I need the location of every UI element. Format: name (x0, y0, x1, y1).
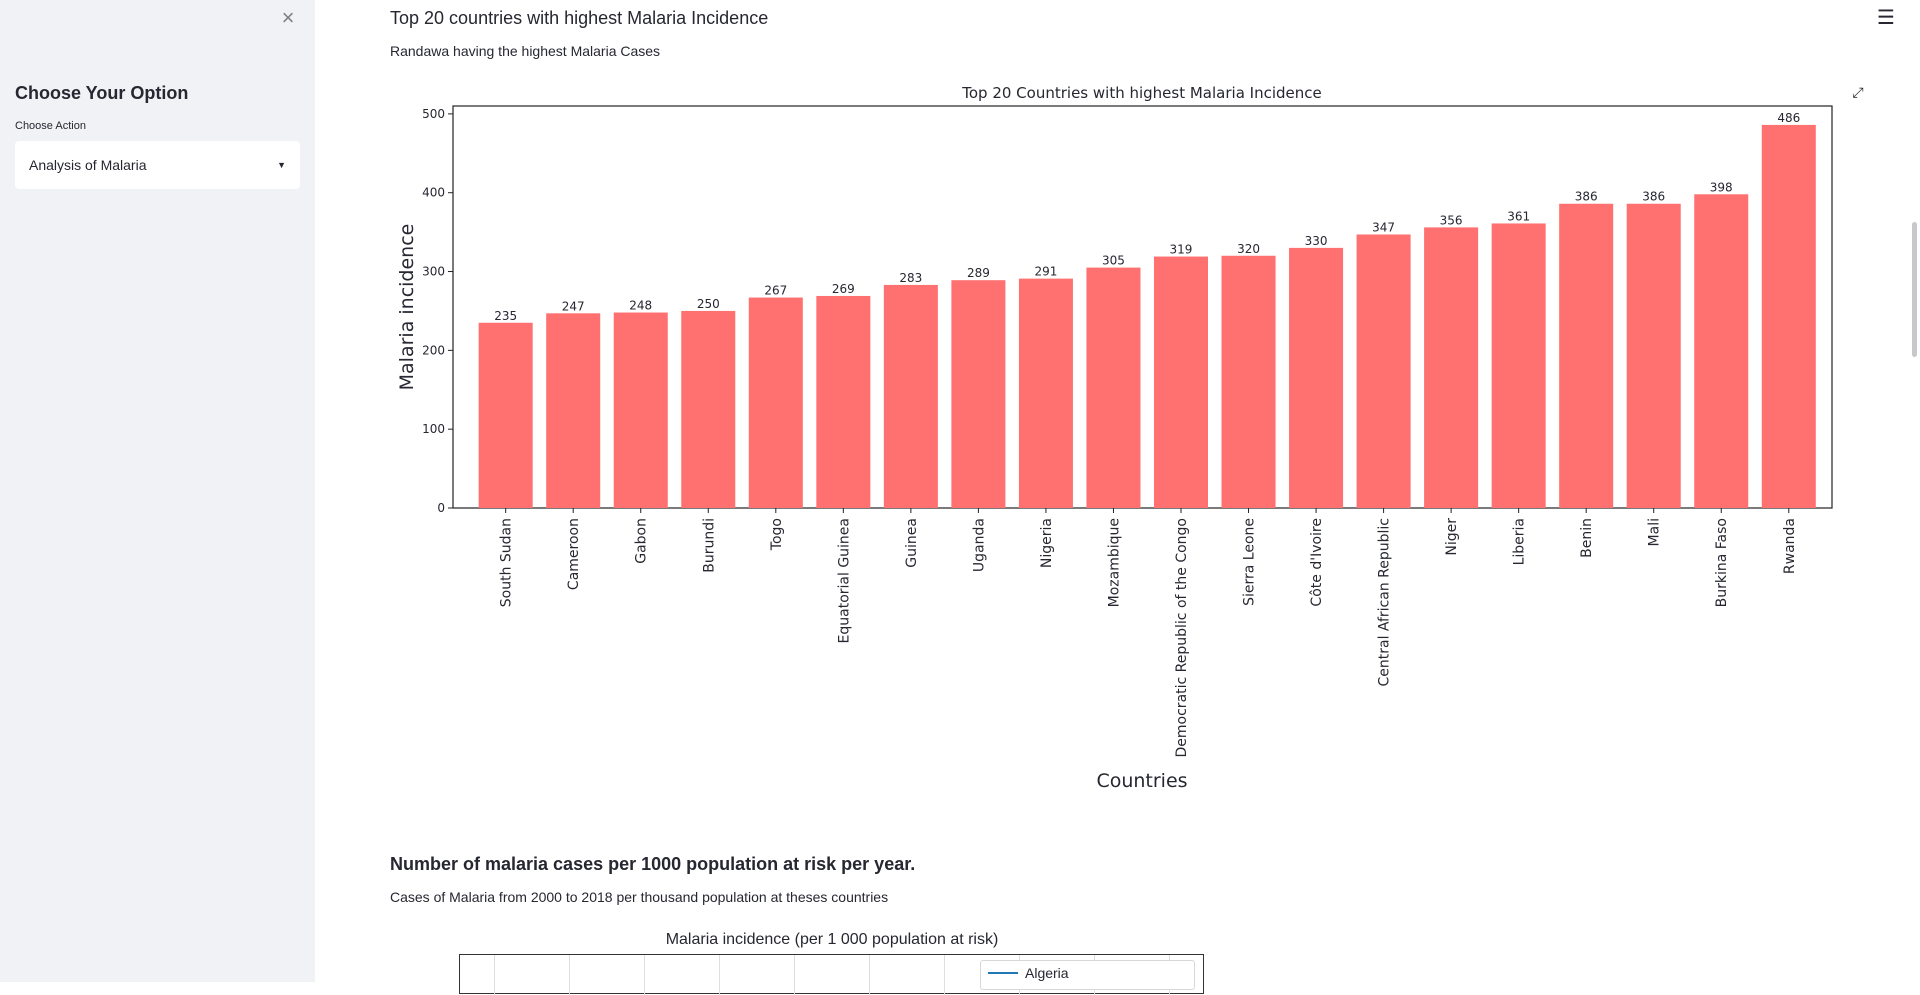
bar-value-label: 267 (764, 284, 787, 298)
sidebar: × Choose Your Option Choose Action Analy… (0, 0, 315, 982)
y-tick-label: 300 (422, 265, 445, 279)
action-select[interactable]: Analysis of Malaria ▼ (15, 141, 300, 189)
x-tick-label: Equatorial Guinea (836, 518, 852, 643)
bar-value-label: 398 (1710, 180, 1733, 194)
bar-value-label: 330 (1305, 234, 1328, 248)
bar-value-label: 289 (967, 266, 990, 280)
line-chart-title: Malaria incidence (per 1 000 population … (665, 931, 999, 948)
malaria-bar-chart: Top 20 Countries with highest Malaria In… (396, 84, 1833, 792)
chart-title: Top 20 Countries with highest Malaria In… (961, 84, 1321, 102)
bar-value-label: 356 (1440, 213, 1463, 227)
legend-label: Algeria (1025, 965, 1069, 981)
sidebar-title: Choose Your Option (15, 83, 189, 103)
x-axis-label: Countries (1096, 770, 1187, 792)
grid-line (869, 955, 870, 995)
bar-value-label: 486 (1777, 111, 1800, 125)
bar (681, 310, 736, 508)
y-axis-label: Malaria incidence (396, 224, 418, 391)
x-tick-label: Central African Republic (1377, 518, 1393, 687)
bar (546, 313, 601, 508)
x-tick-label: Sierra Leone (1242, 518, 1258, 606)
bar-value-label: 305 (1102, 254, 1125, 268)
bar (1356, 234, 1411, 508)
x-tick-label: Burkina Faso (1714, 518, 1730, 607)
bar (816, 295, 871, 508)
y-tick-label: 200 (422, 343, 445, 357)
grid-line (944, 955, 945, 995)
bar-value-label: 247 (562, 299, 585, 313)
section1-title: Top 20 countries with highest Malaria In… (390, 8, 769, 28)
bar-value-label: 291 (1034, 265, 1057, 279)
grid-line (569, 955, 570, 995)
x-tick-label: Gabon (634, 518, 650, 564)
bar (1289, 247, 1344, 508)
section2-title: Number of malaria cases per 1000 populat… (390, 854, 916, 874)
x-tick-label: Nigeria (1039, 518, 1055, 568)
bar (951, 280, 1006, 508)
bar-value-label: 319 (1170, 243, 1193, 257)
line-chart-legend: Algeria (980, 960, 1195, 990)
action-select-value: Analysis of Malaria (29, 157, 147, 173)
y-tick-label: 100 (422, 422, 445, 436)
bar-value-label: 361 (1507, 209, 1530, 223)
bar (1153, 256, 1209, 508)
x-tick-label: Cameroon (566, 518, 582, 590)
x-tick-label: South Sudan (499, 518, 515, 607)
bar-value-label: 320 (1237, 242, 1260, 256)
x-tick-label: Togo (769, 518, 785, 551)
bar (1491, 223, 1546, 508)
bar-value-label: 386 (1575, 190, 1598, 204)
bar-value-label: 386 (1642, 190, 1665, 204)
fullscreen-expand-icon[interactable]: ⤢ (1852, 84, 1864, 100)
grid-line (644, 955, 645, 995)
hamburger-menu-icon[interactable]: ☰ (1877, 7, 1895, 29)
bar (1221, 255, 1276, 508)
section1-subtitle: Randawa having the highest Malaria Cases (390, 43, 661, 59)
y-tick-label: 0 (437, 501, 445, 515)
x-tick-label: Burundi (701, 518, 717, 573)
grid-line (494, 955, 495, 995)
section2-subtitle: Cases of Malaria from 2000 to 2018 per t… (390, 889, 889, 905)
select-label: Choose Action (15, 120, 86, 132)
bar (1086, 267, 1141, 508)
bar (1018, 278, 1073, 508)
chevron-down-icon: ▼ (277, 160, 286, 170)
x-tick-label: Mali (1647, 518, 1663, 546)
bar-value-label: 283 (899, 271, 922, 285)
x-tick-label: Guinea (904, 518, 920, 568)
y-tick-label: 500 (422, 107, 445, 121)
bar (1761, 124, 1816, 508)
scrollbar-thumb[interactable] (1912, 222, 1917, 357)
x-tick-label: Democratic Republic of the Congo (1174, 518, 1190, 757)
bar (613, 312, 668, 508)
bar (1626, 203, 1681, 508)
bar (1424, 227, 1479, 508)
bar (1559, 203, 1614, 508)
x-tick-label: Rwanda (1782, 518, 1798, 574)
bar (478, 322, 533, 508)
grid-line (794, 955, 795, 995)
legend-swatch (988, 972, 1018, 974)
bar (1694, 194, 1749, 508)
x-tick-label: Niger (1444, 518, 1460, 556)
x-tick-label: Liberia (1512, 518, 1528, 565)
bar-value-label: 235 (494, 309, 517, 323)
bar-value-label: 269 (832, 282, 855, 296)
y-tick-label: 400 (422, 186, 445, 200)
x-tick-label: Côte d'Ivoire (1309, 518, 1325, 607)
bar-value-label: 347 (1372, 220, 1395, 234)
bar (748, 297, 803, 508)
x-tick-label: Benin (1579, 518, 1595, 558)
x-tick-label: Uganda (971, 518, 987, 572)
plot-frame (452, 105, 1833, 509)
grid-line (719, 955, 720, 995)
bar-value-label: 250 (697, 297, 720, 311)
close-icon[interactable]: × (281, 5, 295, 30)
bar-value-label: 248 (629, 299, 652, 313)
bar (883, 284, 938, 508)
x-tick-label: Mozambique (1106, 518, 1122, 607)
